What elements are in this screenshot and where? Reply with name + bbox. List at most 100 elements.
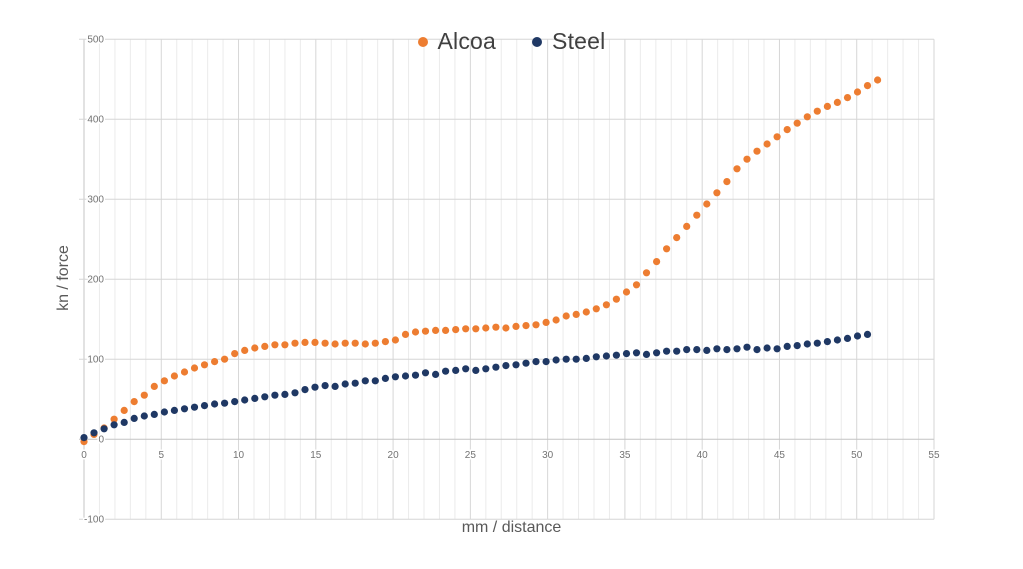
steel-data-point bbox=[221, 399, 229, 407]
steel-data-point bbox=[361, 377, 369, 385]
alcoa-data-point bbox=[663, 245, 671, 253]
steel-data-point bbox=[612, 351, 621, 359]
steel-data-point bbox=[823, 338, 832, 346]
steel-data-point bbox=[642, 350, 651, 358]
alcoa-data-point bbox=[482, 324, 490, 332]
steel-data-point bbox=[743, 343, 751, 351]
y-tick-label: -100 bbox=[84, 515, 104, 526]
steel-data-point bbox=[211, 400, 219, 408]
steel-data-point bbox=[512, 361, 520, 369]
alcoa-data-point bbox=[522, 322, 530, 330]
x-tick-label: 45 bbox=[774, 450, 786, 461]
steel-data-point bbox=[421, 369, 430, 377]
alcoa-data-point bbox=[170, 372, 178, 380]
steel-data-point bbox=[582, 354, 590, 362]
alcoa-data-point bbox=[653, 258, 661, 266]
alcoa-data-point bbox=[693, 211, 701, 219]
steel-data-point bbox=[733, 345, 741, 353]
steel-data-point bbox=[231, 398, 239, 406]
steel-data-point bbox=[120, 418, 128, 426]
y-axis-title: kn / force bbox=[55, 245, 72, 311]
alcoa-data-point bbox=[673, 234, 681, 242]
steel-data-point bbox=[291, 389, 299, 397]
steel-data-point bbox=[271, 391, 279, 399]
alcoa-data-point bbox=[612, 295, 621, 303]
alcoa-data-point bbox=[472, 325, 480, 333]
x-tick-label: 35 bbox=[619, 450, 631, 461]
alcoa-data-point bbox=[261, 342, 269, 350]
alcoa-data-point bbox=[351, 339, 359, 347]
steel-data-point bbox=[482, 365, 490, 373]
steel-data-point bbox=[90, 429, 98, 437]
alcoa-data-point bbox=[462, 325, 470, 333]
x-tick-label: 15 bbox=[310, 450, 322, 461]
steel-data-point bbox=[100, 425, 108, 433]
alcoa-data-point bbox=[311, 338, 319, 346]
alcoa-data-point bbox=[502, 324, 510, 332]
alcoa-data-point bbox=[442, 326, 450, 334]
steel-data-point bbox=[472, 366, 480, 374]
steel-data-point bbox=[150, 410, 158, 418]
alcoa-data-point bbox=[150, 382, 158, 390]
steel-data-point bbox=[622, 350, 631, 358]
alcoa-data-point bbox=[321, 339, 329, 347]
x-tick-label: 5 bbox=[158, 450, 164, 461]
steel-data-point bbox=[251, 394, 259, 402]
steel-data-point bbox=[351, 379, 359, 387]
alcoa-data-point bbox=[291, 339, 299, 347]
alcoa-data-point bbox=[843, 94, 852, 102]
steel-data-point bbox=[261, 393, 269, 401]
alcoa-data-point bbox=[542, 318, 550, 326]
steel-data-point bbox=[853, 332, 862, 340]
alcoa-data-point bbox=[120, 406, 128, 414]
alcoa-data-point bbox=[532, 321, 540, 329]
alcoa-data-point bbox=[552, 316, 560, 324]
alcoa-data-point bbox=[642, 269, 651, 277]
alcoa-data-point bbox=[592, 305, 600, 313]
y-tick-label: 100 bbox=[87, 355, 104, 366]
steel-data-point bbox=[863, 330, 872, 338]
steel-data-point bbox=[452, 366, 460, 374]
alcoa-data-point bbox=[190, 364, 199, 372]
steel-data-point bbox=[763, 344, 771, 352]
alcoa-data-point bbox=[512, 322, 520, 330]
steel-data-point bbox=[602, 352, 611, 360]
steel-data-point bbox=[311, 383, 319, 391]
alcoa-data-point bbox=[833, 98, 842, 106]
alcoa-data-point bbox=[211, 358, 219, 366]
steel-data-point bbox=[502, 362, 510, 370]
alcoa-data-point bbox=[130, 398, 138, 406]
alcoa-data-point bbox=[713, 189, 721, 197]
steel-data-point bbox=[190, 403, 199, 411]
alcoa-data-point bbox=[221, 355, 229, 363]
x-tick-label: 30 bbox=[542, 450, 554, 461]
steel-data-point bbox=[542, 358, 550, 366]
alcoa-data-point bbox=[180, 368, 189, 376]
steel-data-point bbox=[401, 372, 410, 380]
alcoa-data-point bbox=[602, 301, 611, 309]
alcoa-data-point bbox=[783, 126, 791, 134]
steel-data-point bbox=[522, 359, 530, 367]
alcoa-data-point bbox=[874, 76, 882, 84]
y-tick-label: 200 bbox=[87, 275, 104, 286]
alcoa-data-point bbox=[371, 339, 379, 347]
steel-data-point bbox=[703, 346, 711, 354]
steel-data-point bbox=[321, 382, 329, 390]
x-tick-label: 10 bbox=[233, 450, 245, 461]
alcoa-data-point bbox=[411, 328, 420, 336]
alcoa-data-point bbox=[140, 391, 148, 399]
alcoa-data-point bbox=[733, 165, 741, 173]
alcoa-data-point bbox=[231, 350, 239, 358]
steel-data-point bbox=[562, 355, 570, 363]
alcoa-data-point bbox=[582, 308, 590, 316]
steel-data-point bbox=[813, 339, 821, 347]
steel-data-point bbox=[843, 334, 852, 342]
alcoa-data-point bbox=[331, 340, 339, 348]
alcoa-data-point bbox=[743, 155, 751, 163]
series-alcoa-points bbox=[80, 76, 882, 446]
alcoa-data-point bbox=[110, 415, 118, 423]
steel-data-point bbox=[803, 340, 811, 348]
alcoa-data-point bbox=[432, 326, 440, 334]
alcoa-data-point bbox=[421, 327, 430, 335]
